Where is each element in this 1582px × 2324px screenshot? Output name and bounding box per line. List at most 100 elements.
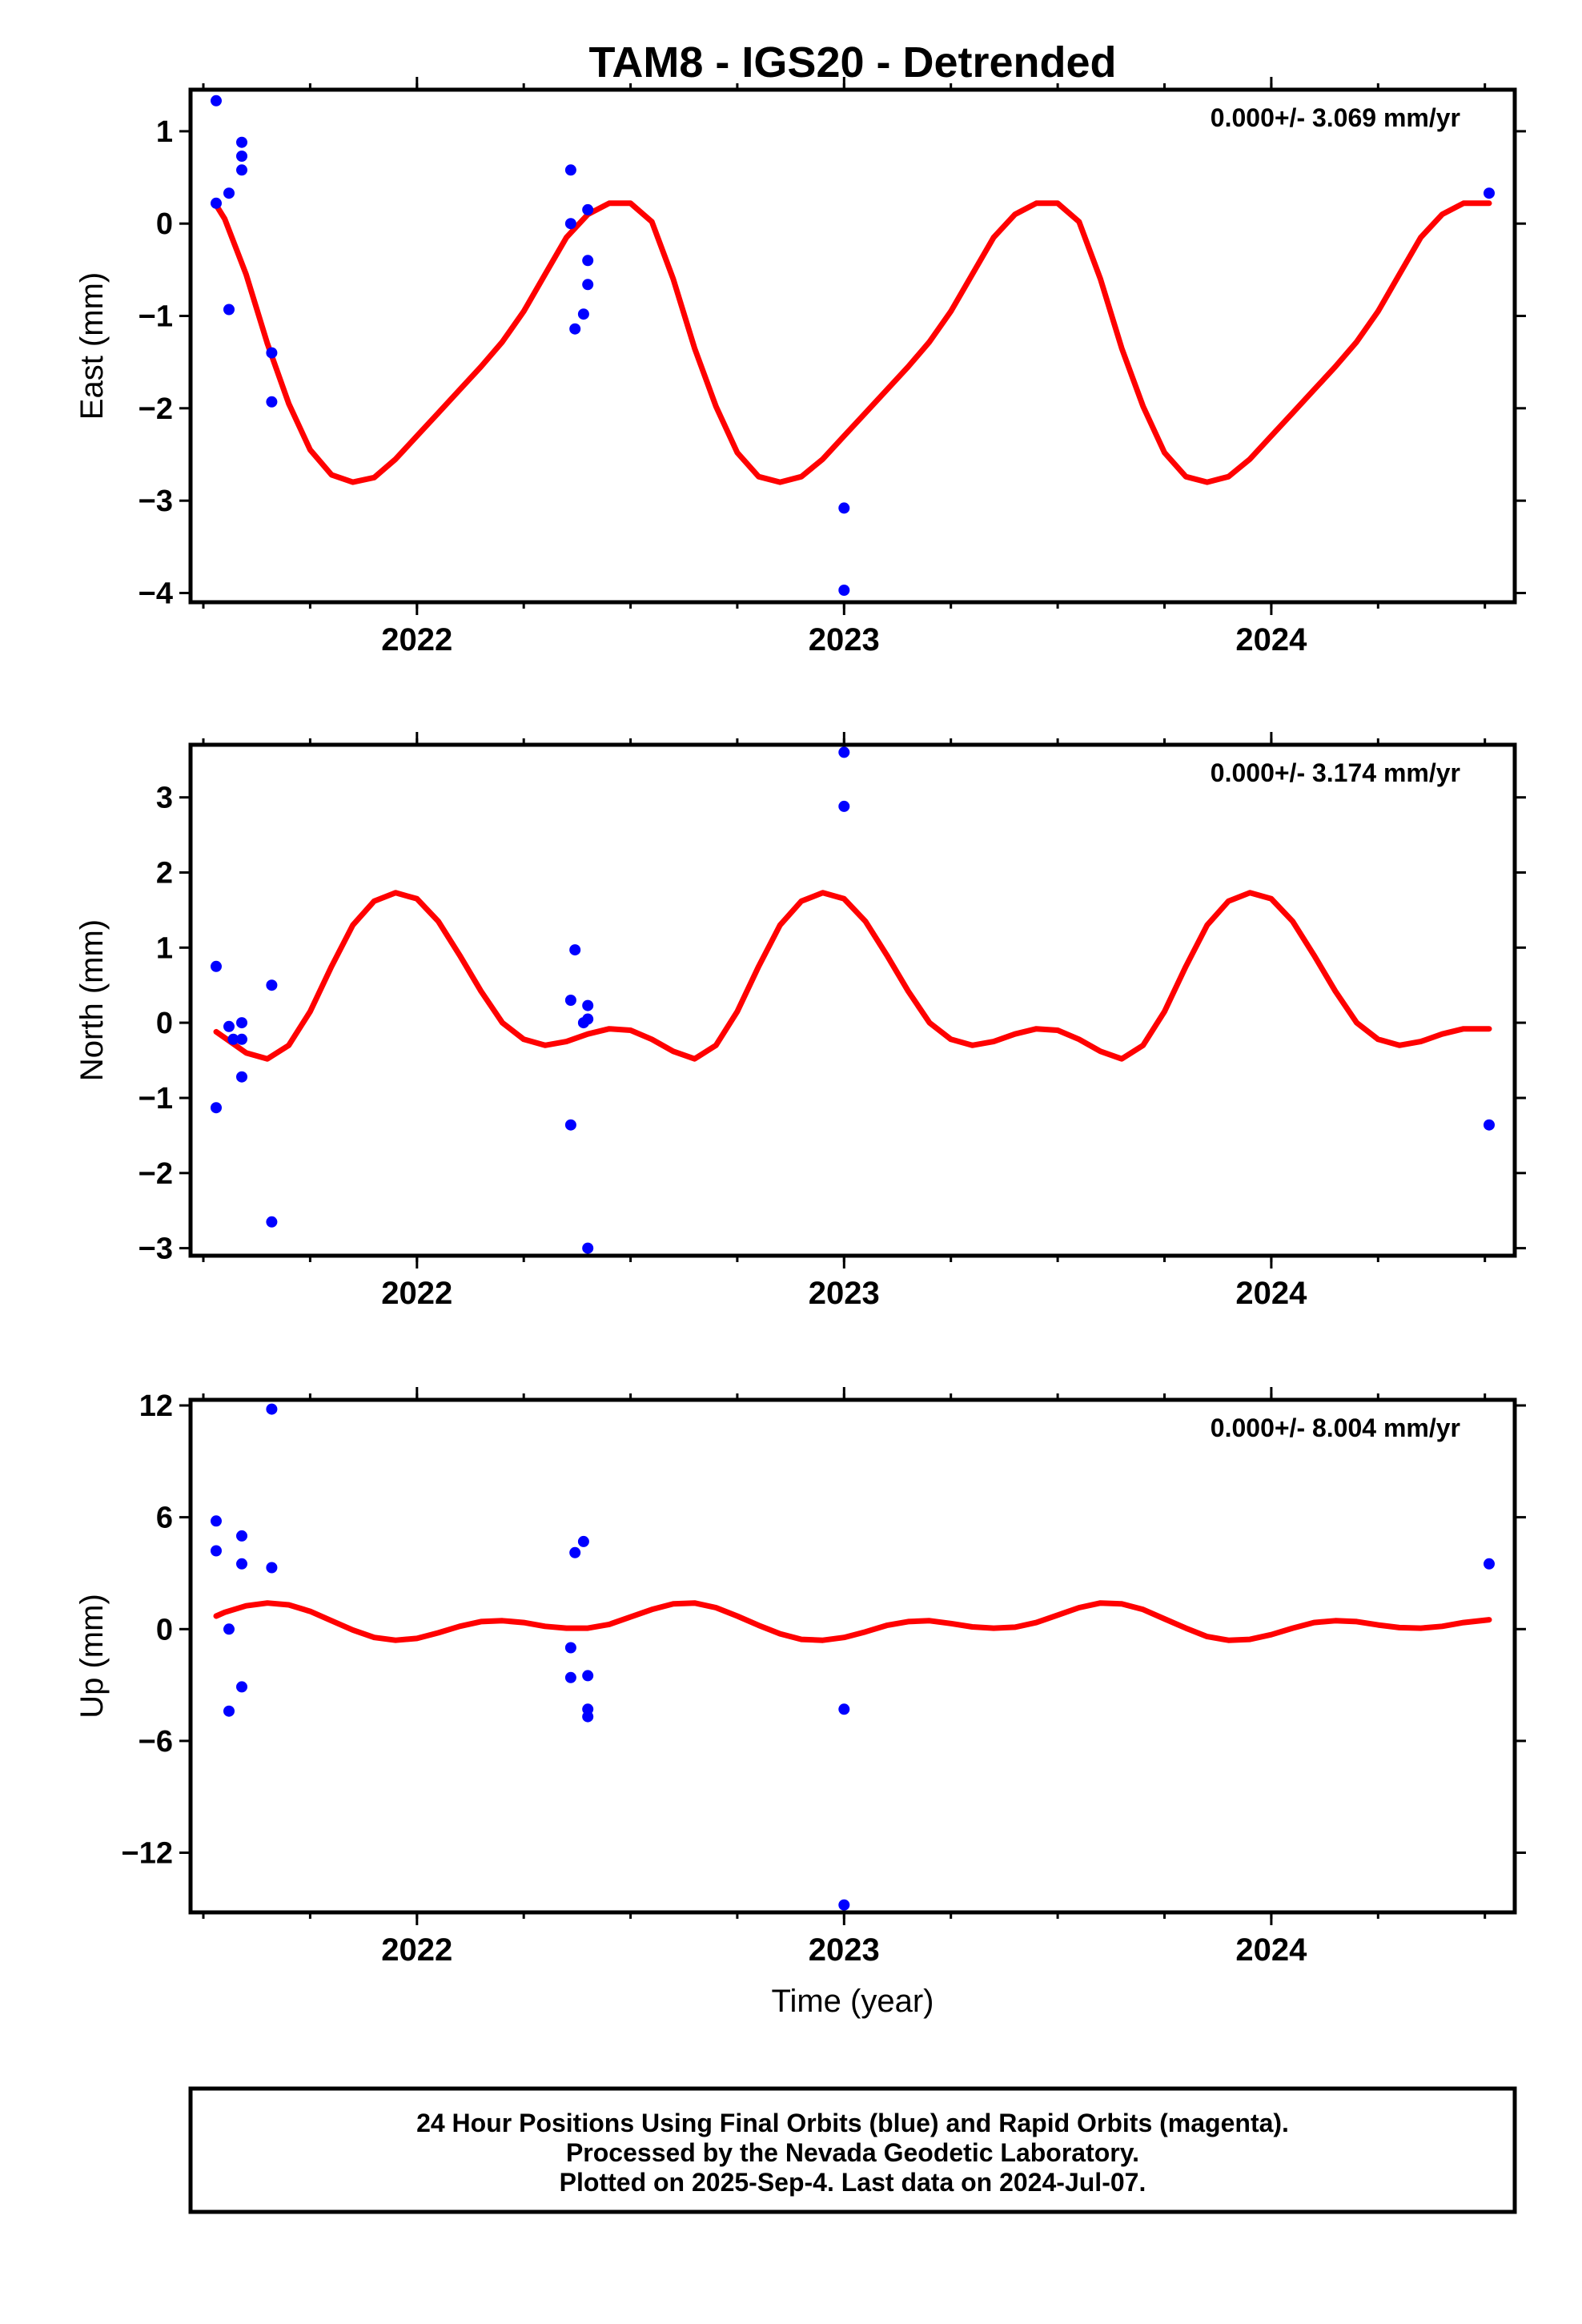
- east-x-tick-label: 2022: [381, 622, 452, 657]
- east-data-point: [582, 203, 594, 215]
- up-x-tick-label: 2024: [1235, 1932, 1307, 1968]
- north-y-tick-label: 3: [156, 782, 173, 815]
- east-data-point: [569, 323, 581, 335]
- up-data-point: [838, 1703, 850, 1715]
- north-x-tick-label: 2022: [381, 1276, 452, 1311]
- north-model-curve: [213, 890, 1492, 1062]
- east-panel: 2022 2023 2024 −4 −3 −2 −1 0 1 East (mm) 0.000+/- …: [74, 77, 1526, 657]
- footer-line-2: Processed by the Nevada Geodetic Laborat…: [566, 2138, 1139, 2167]
- footer-frame: [188, 2086, 1517, 2214]
- north-rate-annotation: 0.000+/- 3.174 mm/yr: [1211, 758, 1460, 787]
- east-data-point: [1484, 187, 1495, 199]
- up-x-axis-label: Time (year): [772, 1984, 934, 2019]
- north-data-point: [236, 1071, 247, 1083]
- north-data-point: [564, 995, 576, 1006]
- east-plot-frame: [188, 87, 1517, 605]
- east-data-point: [582, 255, 594, 267]
- north-data-point: [227, 1033, 239, 1045]
- figure-title: TAM8 - IGS20 - Detrended: [588, 38, 1116, 86]
- north-y-tick-label: −3: [139, 1232, 173, 1266]
- north-panel: 2022 2023 2024 −3 −2 −1 0 1 2 3 North (mm) 0.000+/-…: [74, 732, 1526, 1311]
- footer-line-1: 24 Hour Positions Using Final Orbits (bl…: [416, 2109, 1289, 2137]
- east-data-point: [577, 308, 589, 320]
- north-y-tick-label: −2: [139, 1157, 173, 1191]
- up-data-point: [838, 1899, 850, 1911]
- footer-box: 24 Hour Positions Using Final Orbits (bl…: [188, 2086, 1517, 2214]
- east-y-tick-label: −1: [139, 300, 173, 334]
- up-y-axis-label: Up (mm): [74, 1594, 110, 1719]
- north-y-axis-label: North (mm): [74, 919, 110, 1081]
- east-rate-annotation: 0.000+/- 3.069 mm/yr: [1211, 103, 1460, 132]
- east-data-point: [582, 279, 594, 291]
- up-data-point: [266, 1562, 278, 1574]
- east-data-point: [838, 502, 850, 514]
- up-data-point: [266, 1403, 278, 1415]
- north-data-point: [266, 979, 278, 991]
- east-data-point: [236, 151, 247, 162]
- east-y-tick-label: −2: [139, 392, 173, 426]
- north-y-tick-label: −1: [139, 1082, 173, 1116]
- north-x-tick-label: 2024: [1235, 1276, 1307, 1311]
- up-data-point: [236, 1558, 247, 1570]
- up-panel: 2022 2023 2024 −12 −6 0 6 12 Up (mm) Time (year) 0…: [74, 1387, 1526, 2019]
- north-data-point: [582, 1242, 594, 1254]
- east-model-curve: [213, 200, 1492, 485]
- up-data-point: [223, 1705, 235, 1717]
- north-data-point: [838, 746, 850, 758]
- east-x-tick-label: 2024: [1235, 622, 1307, 657]
- up-y-tick-label: 0: [156, 1613, 173, 1647]
- north-data-point: [838, 800, 850, 812]
- north-data-point: [223, 1020, 235, 1032]
- north-data-point: [582, 1013, 594, 1025]
- up-model-curve: [213, 1600, 1492, 1643]
- north-x-tick-label: 2023: [809, 1276, 880, 1311]
- east-data-point: [266, 396, 278, 408]
- north-data-point: [569, 944, 581, 956]
- up-data-point: [236, 1681, 247, 1693]
- north-data-point: [1484, 1119, 1495, 1131]
- east-y-tick-label: −4: [139, 577, 173, 611]
- east-data-point: [266, 347, 278, 359]
- up-x-tick-label: 2022: [381, 1932, 452, 1968]
- north-data-point: [582, 999, 594, 1011]
- north-data-point: [564, 1119, 576, 1131]
- north-y-tick-label: 1: [156, 931, 173, 965]
- east-data-point: [564, 164, 576, 176]
- east-data-point: [223, 304, 235, 316]
- up-y-tick-label: 12: [139, 1389, 173, 1423]
- up-data-point: [236, 1530, 247, 1542]
- up-data-point: [582, 1711, 594, 1723]
- north-data-point: [211, 1102, 222, 1114]
- up-y-tick-label: 6: [156, 1502, 173, 1535]
- panels: 2022 2023 2024 −4 −3 −2 −1 0 1 East (mm) 0.000+/- …: [74, 77, 1526, 2019]
- up-plot-frame: [188, 1397, 1517, 1915]
- east-y-tick-label: 1: [156, 115, 173, 149]
- up-y-tick-label: −6: [139, 1725, 173, 1759]
- up-data-point: [569, 1546, 581, 1558]
- up-data-point: [223, 1623, 235, 1635]
- east-y-axis-label: East (mm): [74, 272, 110, 420]
- east-y-tick-label: 0: [156, 207, 173, 241]
- east-data-point: [564, 218, 576, 230]
- up-data-point: [211, 1545, 222, 1557]
- east-data-point: [211, 94, 222, 107]
- east-data-point: [236, 136, 247, 148]
- up-data-point: [582, 1670, 594, 1682]
- up-data-point: [211, 1515, 222, 1527]
- east-x-tick-label: 2023: [809, 622, 880, 657]
- east-data-point: [838, 585, 850, 596]
- north-data-point: [236, 1033, 247, 1045]
- north-data-point: [266, 1216, 278, 1228]
- north-data-point: [211, 960, 222, 972]
- up-data-point: [564, 1671, 576, 1683]
- north-data-point: [236, 1017, 247, 1029]
- up-data-point: [577, 1535, 589, 1547]
- east-y-tick-label: −3: [139, 485, 173, 518]
- east-data-point: [223, 187, 235, 199]
- up-data-point: [564, 1642, 576, 1654]
- east-data-point: [236, 164, 247, 176]
- north-plot-frame: [188, 742, 1517, 1258]
- up-y-tick-label: −12: [122, 1837, 173, 1871]
